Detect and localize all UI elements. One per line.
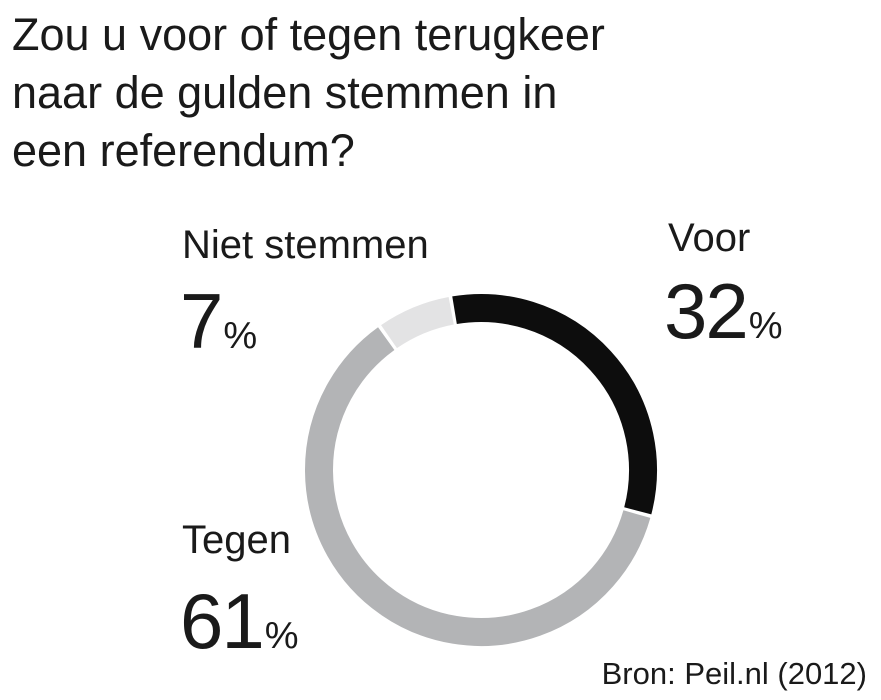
value-niet-stemmen-unit: % (223, 315, 258, 357)
label-tegen: Tegen (182, 518, 291, 562)
value-voor-number: 32 (664, 267, 749, 355)
value-tegen-unit: % (264, 615, 299, 657)
label-voor: Voor (668, 216, 751, 260)
value-tegen: 61% (180, 582, 299, 660)
label-niet-stemmen: Niet stemmen (182, 223, 429, 267)
value-voor: 32% (664, 272, 783, 350)
value-tegen-number: 61 (180, 577, 265, 665)
source-note: Bron: Peil.nl (2012) (601, 656, 867, 691)
title-line-3: een referendum? (12, 125, 355, 176)
donut-slice-voor (452, 294, 657, 515)
chart-title: Zou u voor of tegen terugkeer naar de gu… (12, 6, 712, 180)
title-line-2: naar de gulden stemmen in (12, 67, 558, 118)
title-line-1: Zou u voor of tegen terugkeer (12, 9, 605, 60)
donut-slice-niet-stemmen (381, 297, 455, 349)
value-niet-stemmen: 7% (180, 282, 257, 360)
value-voor-unit: % (748, 305, 783, 347)
value-niet-stemmen-number: 7 (180, 277, 223, 365)
donut-slice-tegen (305, 327, 651, 646)
